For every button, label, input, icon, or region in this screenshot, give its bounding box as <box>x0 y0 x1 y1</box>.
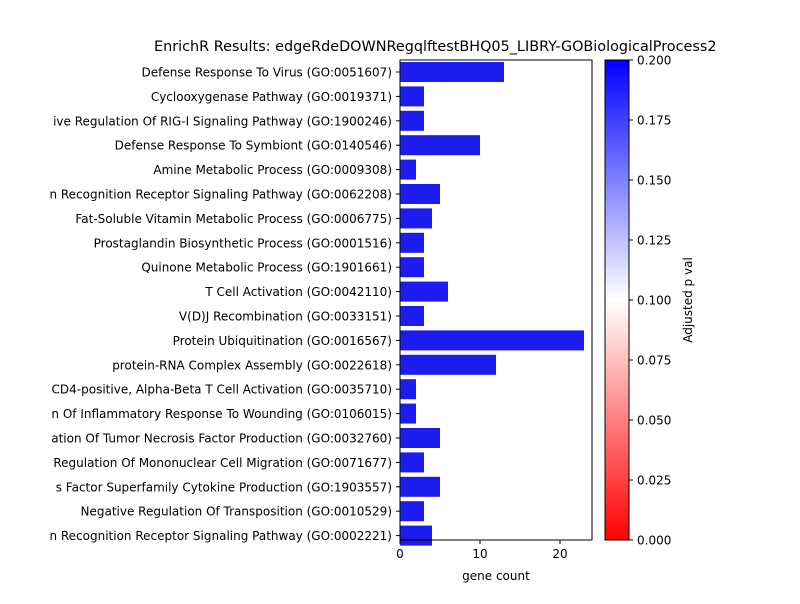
bar <box>400 281 448 302</box>
y-tick-label: protein-RNA Complex Assembly (GO:0022618… <box>112 358 392 372</box>
bar <box>400 110 424 131</box>
y-tick-label: s Factor Superfamily Cytokine Production… <box>56 480 392 494</box>
y-tick-label: n Of Inflammatory Response To Wounding (… <box>51 407 392 421</box>
y-tick-label: CD4-positive, Alpha-Beta T Cell Activati… <box>52 383 392 397</box>
bar <box>400 232 424 253</box>
y-tick-label: V(D)J Recombination (GO:0033151) <box>179 310 392 324</box>
y-tick-label: n Recognition Receptor Signaling Pathway… <box>49 529 392 543</box>
y-tick-labels: Defense Response To Virus (GO:0051607) Cy… <box>49 66 400 543</box>
bar <box>400 86 424 107</box>
bar <box>400 135 480 156</box>
chart-title: EnrichR Results: edgeRdeDOWNRegqlftestBH… <box>154 39 717 55</box>
y-tick-label: Fat-Soluble Vitamin Metabolic Process (G… <box>75 212 392 226</box>
colorbar-tick-label: 0.125 <box>637 234 671 248</box>
bar <box>400 525 432 546</box>
x-tick-label: 20 <box>552 547 567 561</box>
bar <box>400 428 440 448</box>
bar <box>400 476 440 497</box>
y-tick-label: Negative Regulation Of Transposition (GO… <box>81 505 392 519</box>
bar <box>400 379 416 400</box>
colorbar: 0.000 0.025 0.050 0.075 0.100 0.125 0.150 0.175… <box>604 54 695 548</box>
y-tick-label: Quinone Metabolic Process (GO:1901661) <box>141 261 392 275</box>
colorbar-ticks: 0.000 0.025 0.050 0.075 0.100 0.125 0.150 0.175… <box>629 54 671 548</box>
colorbar-tick-label: 0.025 <box>637 474 671 488</box>
y-tick-label: ive Regulation Of RIG-I Signaling Pathwa… <box>53 114 392 128</box>
bar <box>400 159 416 180</box>
y-tick-label: Defense Response To Symbiont (GO:0140546… <box>115 139 392 153</box>
x-axis: 0 10 20 <box>396 540 568 561</box>
colorbar-tick-label: 0.150 <box>637 174 671 188</box>
colorbar-tick-label: 0.100 <box>637 294 671 308</box>
bar <box>400 62 504 82</box>
colorbar-tick-label: 0.200 <box>637 54 671 68</box>
x-axis-label: gene count <box>462 569 530 583</box>
bars-layer <box>400 62 584 546</box>
colorbar-tick-label: 0.050 <box>637 414 671 428</box>
bar <box>400 330 584 351</box>
y-tick-label: ation Of Tumor Necrosis Factor Productio… <box>51 432 392 446</box>
bar <box>400 501 424 522</box>
x-tick-label: 0 <box>396 547 404 561</box>
colorbar-gradient <box>605 60 629 540</box>
y-tick-label: Cyclooxygenase Pathway (GO:0019371) <box>151 90 392 104</box>
colorbar-tick-label: 0.075 <box>637 354 671 368</box>
x-tick-label: 10 <box>472 547 487 561</box>
colorbar-tick-label: 0.000 <box>637 534 671 548</box>
plot-frame <box>399 59 593 541</box>
bar <box>400 354 496 375</box>
y-tick-label: Amine Metabolic Process (GO:0009308) <box>153 163 392 177</box>
bar <box>400 257 424 278</box>
bar <box>400 403 416 424</box>
y-tick-label: Prostaglandin Biosynthetic Process (GO:0… <box>94 236 392 250</box>
colorbar-label: Adjusted p val <box>681 257 695 343</box>
y-tick-label: Protein Ubiquitination (GO:0016567) <box>173 334 392 348</box>
bar <box>400 306 424 326</box>
bar <box>400 184 440 204</box>
colorbar-tick-label: 0.175 <box>637 114 671 128</box>
y-tick-label: Defense Response To Virus (GO:0051607) <box>142 66 392 80</box>
y-tick-label: Regulation Of Mononuclear Cell Migration… <box>53 456 392 470</box>
bar <box>400 208 432 229</box>
bar <box>400 452 424 473</box>
y-tick-label: n Recognition Receptor Signaling Pathway… <box>49 188 392 202</box>
y-tick-label: T Cell Activation (GO:0042110) <box>204 285 392 299</box>
